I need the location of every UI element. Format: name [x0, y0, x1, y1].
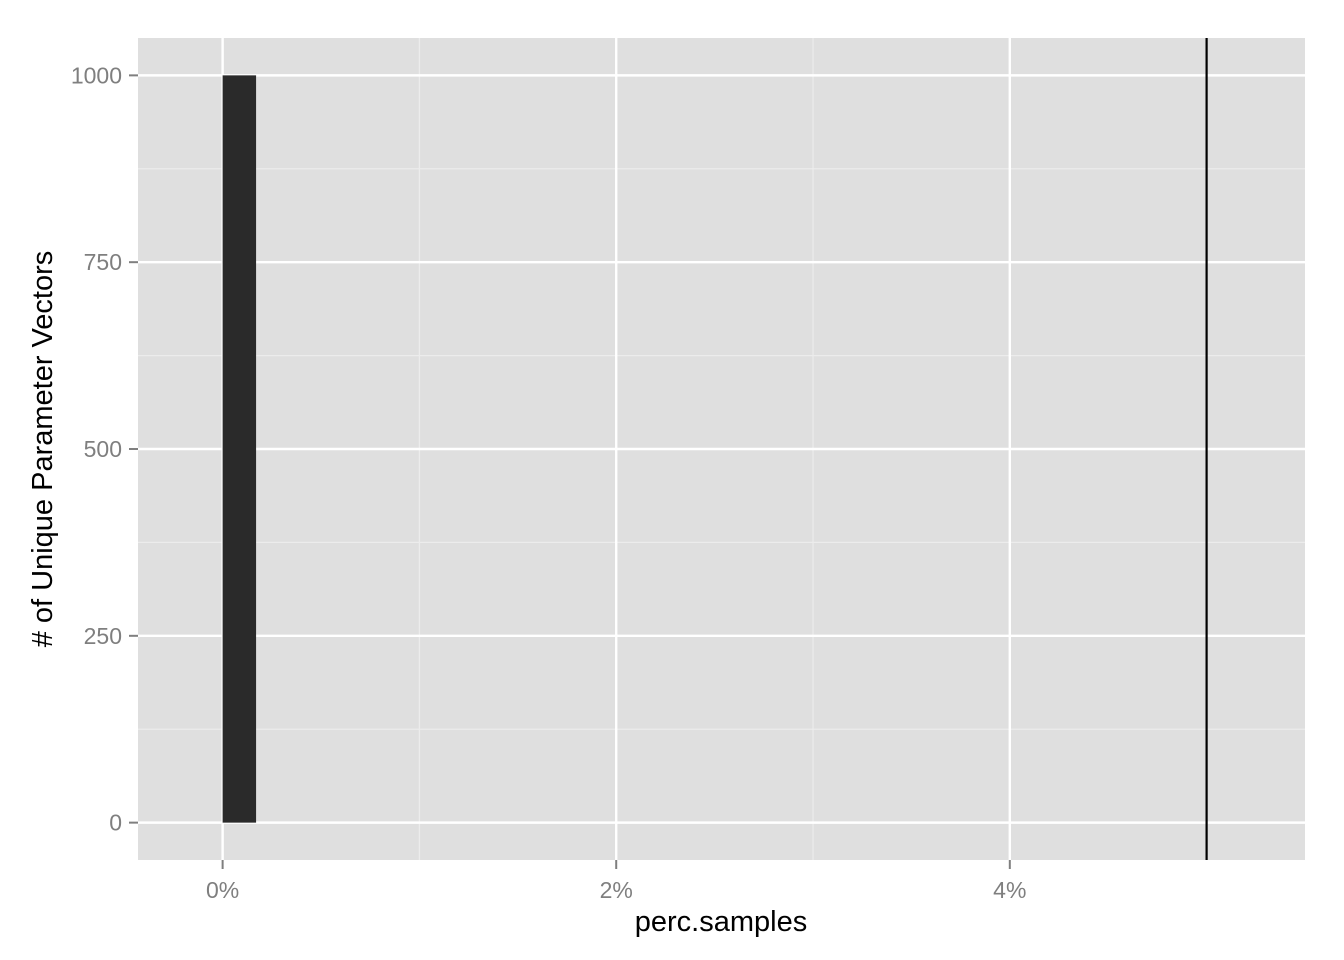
x-tick-label: 0% — [206, 877, 239, 903]
y-tick-label: 750 — [84, 249, 122, 275]
x-tick-label: 2% — [600, 877, 633, 903]
x-axis-title: perc.samples — [635, 906, 807, 938]
y-tick-label: 1000 — [71, 62, 122, 88]
y-tick-label: 250 — [84, 623, 122, 649]
y-tick-label: 500 — [84, 436, 122, 462]
x-tick-label: 4% — [993, 877, 1026, 903]
y-tick-label: 0 — [109, 810, 122, 836]
y-axis-ticks: 0 250 500 750 1000 — [71, 62, 138, 836]
histogram-bar — [222, 75, 257, 823]
bars-layer — [222, 75, 257, 823]
x-axis-ticks: 0% 2% 4% — [206, 860, 1026, 903]
y-axis-title: # of Unique Parameter Vectors — [27, 251, 59, 648]
